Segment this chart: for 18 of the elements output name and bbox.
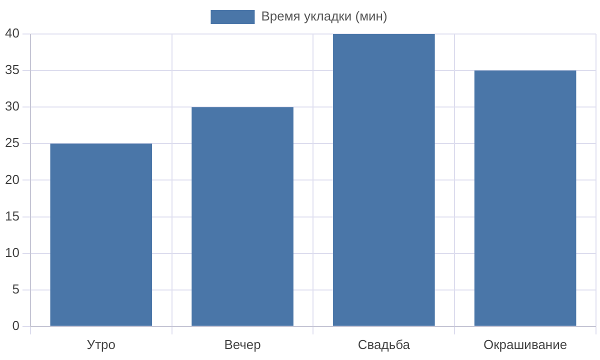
x-tick-label: Свадьба [358,336,411,352]
x-tick-label: Утро [86,336,116,352]
bar [50,144,152,326]
x-tick-label: Вечер [224,336,261,352]
y-tick-label: 40 [4,26,20,41]
y-tick-label: 0 [12,318,20,333]
y-tick-label: 30 [4,98,20,114]
y-tick-label: 35 [4,62,20,78]
y-tick-label: 5 [12,281,20,296]
x-tick-label: Окрашивание [483,336,568,352]
y-tick-label: 15 [4,208,20,224]
bar [333,34,435,326]
y-tick-label: 20 [4,172,20,187]
y-tick-label: 25 [4,135,20,150]
bar [474,70,576,326]
bar [192,107,294,326]
y-tick-label: 10 [4,244,20,260]
legend-label: Время укладки (мин) [261,8,388,24]
